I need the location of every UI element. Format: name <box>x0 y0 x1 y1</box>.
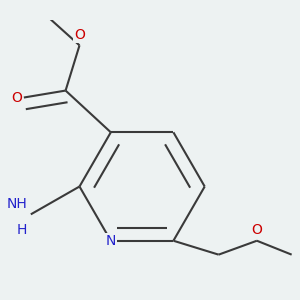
Text: O: O <box>74 28 85 42</box>
Text: O: O <box>11 91 22 104</box>
Text: O: O <box>251 223 262 237</box>
Text: NH: NH <box>7 197 27 211</box>
Text: H: H <box>17 223 27 237</box>
Text: N: N <box>106 234 116 248</box>
